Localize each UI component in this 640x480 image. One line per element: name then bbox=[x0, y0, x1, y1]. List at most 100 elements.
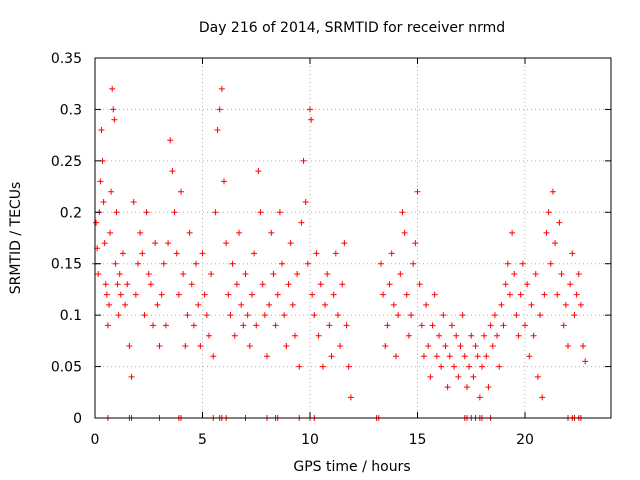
data-point bbox=[112, 260, 119, 267]
data-point bbox=[504, 260, 511, 267]
data-point bbox=[147, 281, 154, 288]
data-point bbox=[300, 157, 307, 164]
data-point bbox=[208, 271, 215, 277]
data-point bbox=[221, 178, 227, 185]
data-point bbox=[285, 281, 292, 288]
data-point bbox=[498, 301, 505, 308]
data-point bbox=[107, 229, 114, 236]
data-point bbox=[261, 312, 268, 319]
data-point bbox=[238, 301, 245, 308]
data-point bbox=[517, 291, 524, 298]
data-point bbox=[423, 301, 430, 308]
data-point bbox=[103, 291, 110, 298]
data-point bbox=[178, 188, 184, 195]
y-tick-labels: 0 0.05 0.1 0.15 0.2 0.25 0.3 0.35 bbox=[51, 51, 82, 427]
data-point bbox=[567, 281, 574, 288]
data-point bbox=[199, 250, 206, 257]
data-point bbox=[104, 322, 111, 329]
data-point bbox=[227, 312, 234, 319]
data-point bbox=[489, 343, 496, 349]
data-point bbox=[541, 291, 548, 298]
data-point bbox=[539, 394, 546, 401]
data-point bbox=[152, 240, 159, 247]
data-point bbox=[214, 127, 221, 133]
data-point bbox=[476, 394, 483, 401]
data-point bbox=[302, 199, 309, 205]
y-tick-label: 0.1 bbox=[60, 308, 82, 324]
x-tick-label: 0 bbox=[91, 432, 100, 448]
data-point bbox=[111, 116, 118, 123]
data-point bbox=[231, 332, 238, 339]
data-point bbox=[253, 322, 260, 329]
data-point bbox=[139, 250, 146, 257]
data-point bbox=[334, 312, 341, 319]
data-point bbox=[137, 229, 144, 236]
data-point bbox=[453, 332, 460, 339]
data-point bbox=[257, 209, 264, 216]
data-point bbox=[308, 116, 315, 123]
data-point bbox=[328, 353, 335, 360]
data-point bbox=[162, 322, 169, 329]
data-point bbox=[143, 209, 150, 216]
data-point bbox=[444, 384, 451, 391]
data-point bbox=[395, 312, 402, 319]
data-point bbox=[317, 281, 324, 288]
data-point bbox=[105, 301, 112, 308]
x-tick-label: 10 bbox=[301, 432, 319, 448]
data-point bbox=[264, 353, 270, 360]
data-point bbox=[506, 291, 513, 298]
data-point bbox=[186, 229, 193, 236]
data-point bbox=[455, 373, 462, 380]
y-tick-label: 0 bbox=[73, 411, 82, 427]
data-point bbox=[304, 260, 311, 267]
data-point bbox=[393, 353, 399, 360]
y-tick-label: 0.3 bbox=[60, 102, 82, 118]
data-point bbox=[483, 353, 490, 360]
x-tick-label: 20 bbox=[516, 432, 534, 448]
data-point bbox=[468, 332, 475, 339]
data-point bbox=[93, 219, 100, 226]
data-point bbox=[116, 271, 123, 277]
data-point bbox=[97, 178, 104, 185]
data-point bbox=[324, 271, 331, 277]
data-point bbox=[160, 260, 167, 267]
data-point bbox=[479, 363, 485, 370]
data-point bbox=[158, 291, 165, 298]
data-point bbox=[532, 271, 539, 277]
data-point bbox=[313, 250, 320, 257]
data-point bbox=[416, 281, 423, 288]
data-point bbox=[274, 291, 281, 298]
data-point bbox=[135, 260, 141, 267]
data-point bbox=[210, 353, 217, 360]
data-point bbox=[427, 373, 434, 380]
data-point bbox=[337, 343, 344, 349]
data-point bbox=[513, 312, 520, 319]
data-point bbox=[580, 343, 587, 349]
data-point bbox=[573, 291, 580, 298]
data-point bbox=[511, 271, 518, 277]
x-tick-label: 5 bbox=[198, 432, 207, 448]
data-point bbox=[190, 322, 197, 329]
data-points bbox=[92, 85, 589, 421]
data-point bbox=[502, 281, 509, 288]
data-point bbox=[287, 240, 294, 247]
data-point bbox=[197, 343, 204, 349]
data-point bbox=[459, 312, 466, 319]
data-point bbox=[223, 240, 230, 247]
data-point bbox=[203, 312, 210, 319]
data-point bbox=[150, 322, 157, 329]
data-point bbox=[307, 106, 313, 113]
x-tick-labels: 0 5 10 15 20 bbox=[91, 432, 534, 448]
data-point bbox=[169, 168, 176, 175]
data-point bbox=[167, 137, 174, 144]
data-point bbox=[268, 229, 275, 236]
data-point bbox=[556, 219, 563, 226]
data-point bbox=[236, 229, 243, 236]
data-point bbox=[485, 384, 492, 391]
data-point bbox=[311, 312, 318, 319]
data-point bbox=[386, 281, 393, 288]
data-point bbox=[571, 312, 578, 319]
data-point bbox=[496, 363, 503, 370]
data-point bbox=[195, 301, 202, 308]
